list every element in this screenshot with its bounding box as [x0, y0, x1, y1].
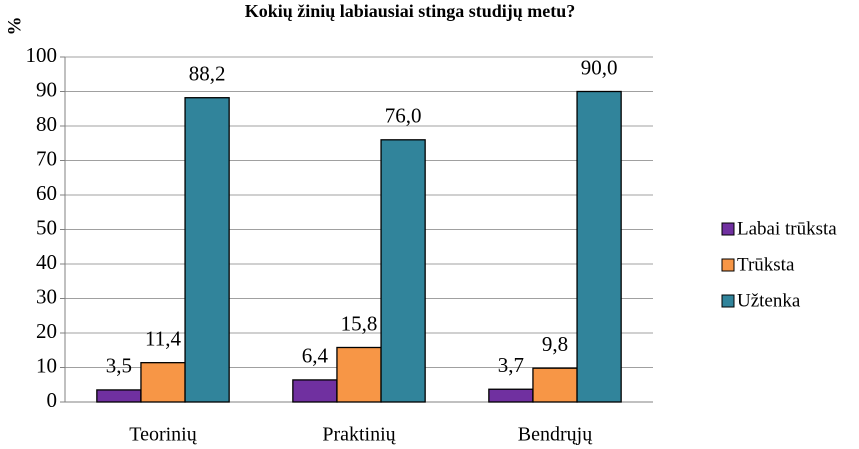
data-label: 6,4	[302, 344, 329, 368]
y-tick-label: 20	[36, 319, 57, 343]
bar	[380, 139, 426, 403]
x-tick-label: Teorinių	[129, 424, 197, 446]
data-label: 9,8	[542, 332, 568, 356]
data-label: 3,5	[106, 354, 132, 378]
legend-label: Trūksta	[737, 254, 795, 275]
data-label: 88,2	[189, 62, 226, 86]
y-tick-label: 70	[36, 146, 57, 170]
data-label: 15,8	[341, 311, 378, 335]
chart-title: Kokių žinių labiausiai stinga studijų me…	[245, 1, 576, 21]
legend-label: Užtenka	[737, 290, 801, 311]
bar	[336, 346, 382, 403]
legend-swatch	[721, 222, 735, 236]
y-tick-label: 40	[36, 250, 57, 274]
y-tick-label: 90	[36, 77, 57, 101]
bar	[292, 379, 338, 403]
legend-swatch	[721, 258, 735, 272]
bar	[532, 367, 578, 403]
x-tick-label: Praktinių	[322, 424, 396, 446]
bar	[488, 388, 534, 403]
bar	[184, 97, 230, 403]
y-tick-label: 0	[47, 388, 58, 412]
bar	[576, 90, 622, 403]
data-label: 11,4	[145, 326, 181, 350]
y-tick-label: 100	[26, 43, 58, 67]
y-tick-label: 50	[36, 215, 57, 239]
data-label: 76,0	[385, 104, 422, 128]
x-tick-label: Bendrųjų	[518, 424, 593, 446]
y-tick-label: 60	[36, 181, 57, 205]
data-label: 3,7	[498, 353, 524, 377]
legend-label: Labai trūksta	[737, 218, 837, 239]
y-tick-label: 10	[36, 353, 57, 377]
y-axis-label: %	[4, 17, 25, 36]
data-label: 90,0	[581, 55, 618, 79]
y-tick-label: 30	[36, 284, 57, 308]
y-tick-label: 80	[36, 112, 57, 136]
bar	[140, 362, 186, 403]
legend-swatch	[721, 294, 735, 308]
bar	[96, 389, 142, 403]
